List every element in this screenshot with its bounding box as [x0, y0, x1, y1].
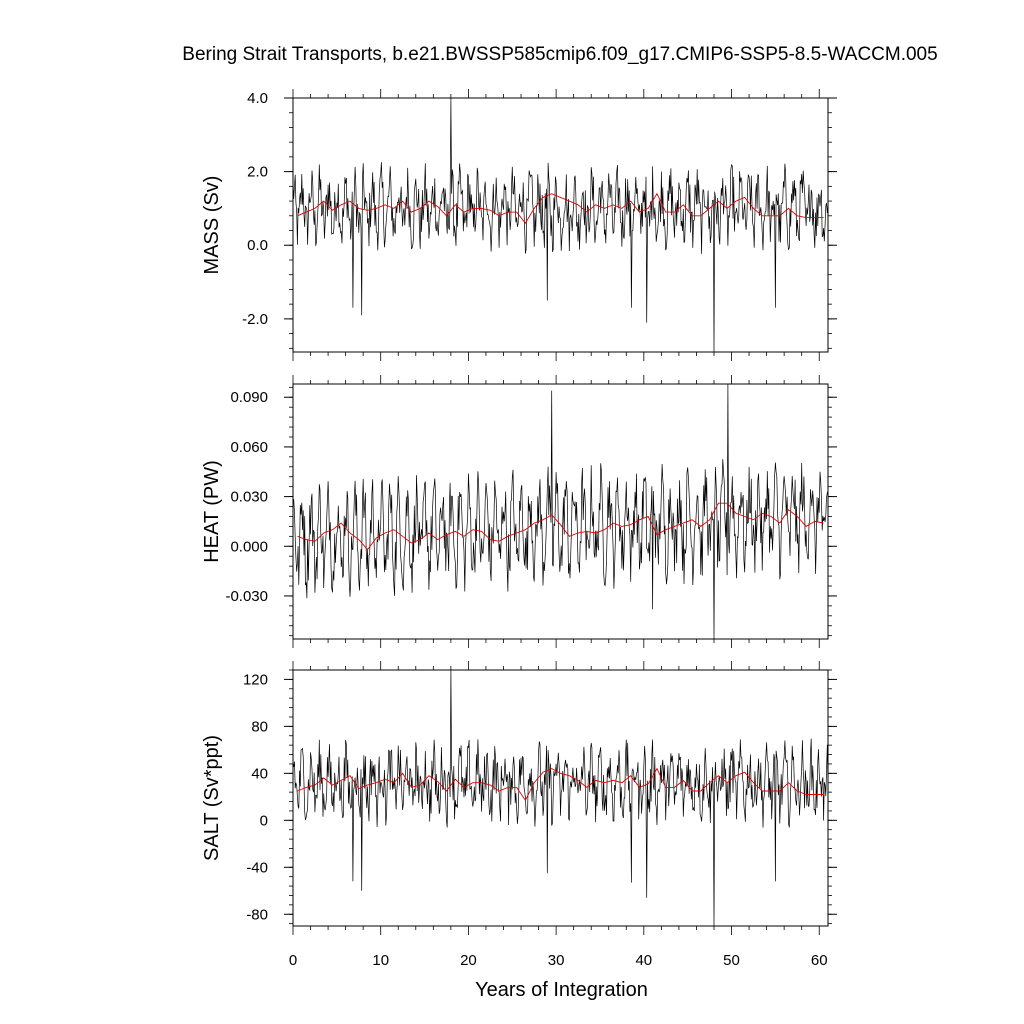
y-tick-label: 0.090 [230, 389, 268, 406]
y-tick-label: -40 [246, 859, 268, 876]
y-axis-label: MASS (Sv) [201, 176, 223, 275]
y-tick-label: 0.060 [230, 439, 268, 456]
panel-1-monthly-series [293, 98, 828, 352]
y-tick-label: 0.030 [230, 489, 268, 506]
panel-3-annual-mean-series [297, 767, 824, 802]
x-axis-label: Years of Integration [475, 979, 648, 1001]
y-tick-label: 0 [260, 812, 268, 829]
panel-3-monthly-series [293, 670, 828, 926]
y-tick-label: -2.0 [242, 311, 268, 328]
y-tick-label: 120 [243, 671, 268, 688]
panel-3-frame [292, 669, 829, 927]
y-tick-label: 2.0 [247, 164, 268, 181]
y-axis-label: SALT (Sv*ppt) [201, 735, 223, 861]
x-tick-label: 50 [723, 952, 740, 969]
x-tick-label: 0 [289, 952, 297, 969]
y-tick-label: -80 [246, 906, 268, 923]
x-tick-label: 30 [548, 952, 565, 969]
y-tick-label: 4.0 [247, 90, 268, 107]
panel-2-annual-mean-series [297, 502, 824, 551]
x-tick-label: 20 [460, 952, 477, 969]
y-axis-label: HEAT (PW) [201, 460, 223, 563]
x-tick-label: 10 [372, 952, 389, 969]
y-tick-label: 0.000 [230, 538, 268, 555]
panel-1-annual-mean-series [297, 192, 824, 224]
y-tick-label: 0.0 [247, 237, 268, 254]
y-tick-label: 80 [251, 718, 268, 735]
panel-2-monthly-series [293, 384, 828, 639]
chart-title: Bering Strait Transports, b.e21.BWSSP585… [182, 44, 938, 65]
x-tick-label: 60 [811, 952, 828, 969]
y-tick-label: 40 [251, 765, 268, 782]
panel-2-frame [292, 383, 829, 640]
y-tick-label: -0.030 [225, 588, 268, 605]
panel-1-frame [292, 97, 829, 353]
x-tick-label: 40 [635, 952, 652, 969]
